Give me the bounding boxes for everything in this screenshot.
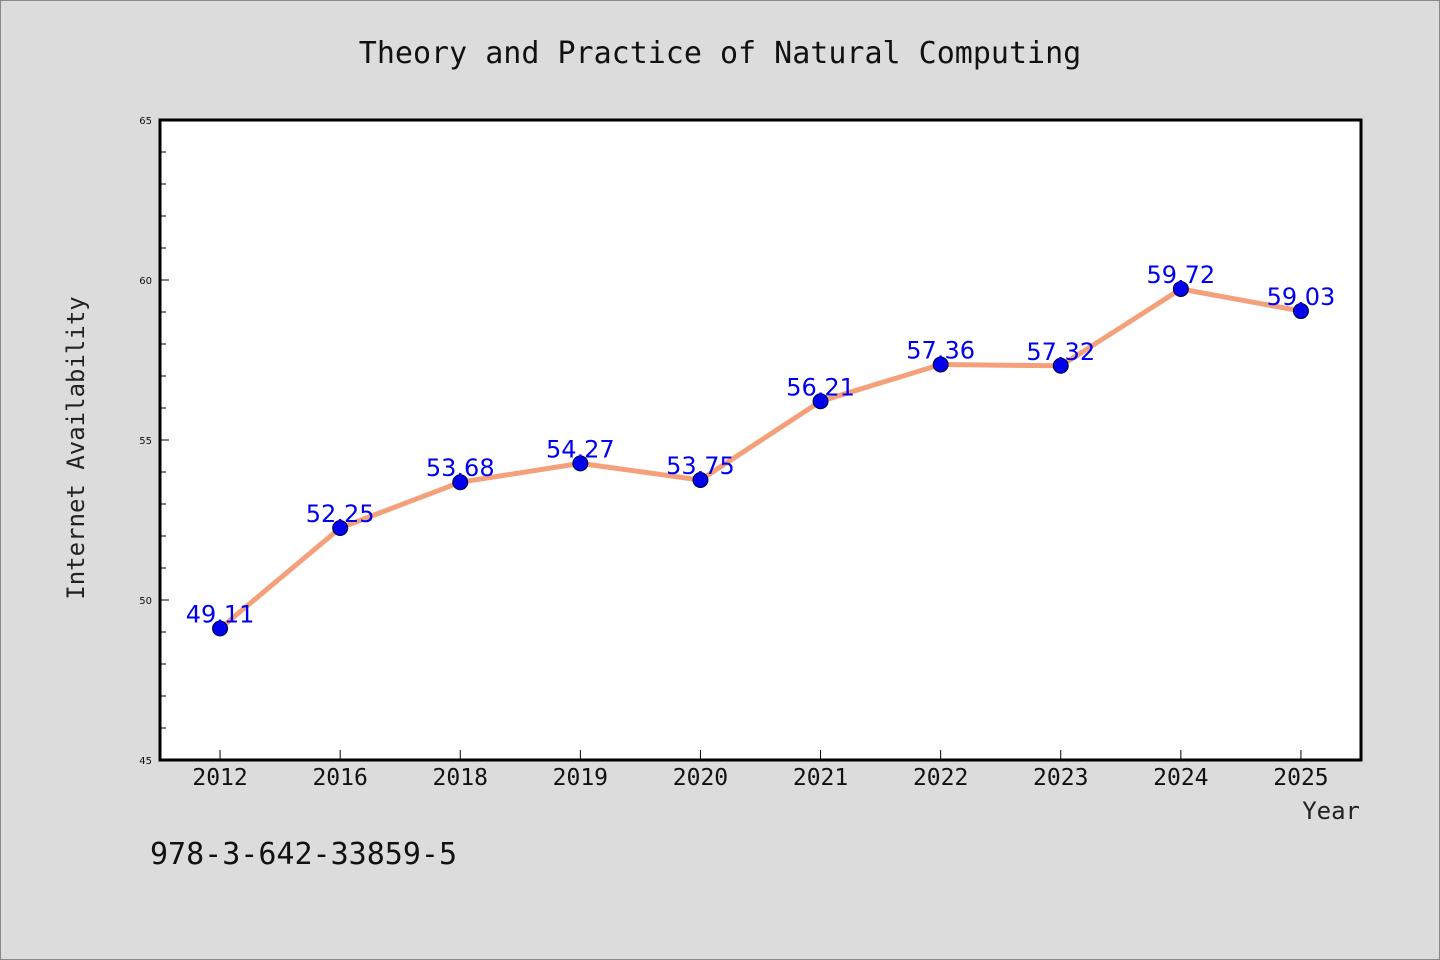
data-point [1292, 303, 1309, 320]
x-tick-label: 2020 [673, 765, 728, 791]
x-tick-label: 2025 [1273, 765, 1328, 791]
data-labels: 49.11 52.25 53.68 54.27 53.75 56.21 57.36 57.32… [186, 261, 1336, 629]
data-point [572, 455, 589, 472]
x-tick-label: 2019 [553, 765, 608, 791]
data-label: 54.27 [546, 435, 615, 463]
data-point [812, 393, 829, 410]
x-tick-label: 2023 [1033, 765, 1088, 791]
y-tick-label: 55 [139, 436, 152, 447]
x-tick-label: 2024 [1153, 765, 1208, 791]
x-tick-label: 2018 [433, 765, 488, 791]
x-tick-label: 2012 [192, 765, 247, 791]
x-tick-label: 2021 [793, 765, 848, 791]
data-label: 57.32 [1026, 338, 1095, 366]
y-tick-label: 45 [139, 756, 152, 767]
data-label: 52.25 [306, 500, 375, 528]
x-tick-label: 2022 [913, 765, 968, 791]
x-tick-label: 2016 [312, 765, 367, 791]
data-label: 53.75 [666, 452, 735, 480]
data-point [332, 520, 349, 536]
y-tick-label: 65 [139, 116, 152, 127]
chart-title: Theory and Practice of Natural Computing [359, 36, 1081, 71]
series-markers [212, 280, 1309, 637]
data-label: 53.68 [426, 454, 495, 482]
y-tick-label: 60 [139, 276, 152, 287]
plot-border [158, 118, 1363, 762]
data-point [212, 620, 229, 637]
x-axis-ticks: 2012 2016 2018 2019 2020 2021 2022 2023 2024 2025 [192, 750, 1329, 791]
data-label: 59.03 [1267, 283, 1336, 311]
y-axis-label: Internet Availability [62, 296, 90, 599]
data-point [692, 472, 709, 488]
data-label: 49.11 [186, 600, 255, 628]
data-point [1172, 280, 1189, 297]
data-label: 56.21 [786, 373, 855, 401]
data-point [1052, 357, 1069, 374]
data-point [452, 474, 469, 491]
x-axis-label: Year [1302, 797, 1360, 825]
y-tick-label: 50 [139, 596, 152, 607]
data-label: 59.72 [1146, 261, 1215, 289]
series-line [217, 286, 1304, 631]
data-label: 57.36 [906, 336, 975, 364]
data-point [932, 356, 949, 373]
isbn-footnote: 978-3-642-33859-5 [150, 837, 457, 872]
